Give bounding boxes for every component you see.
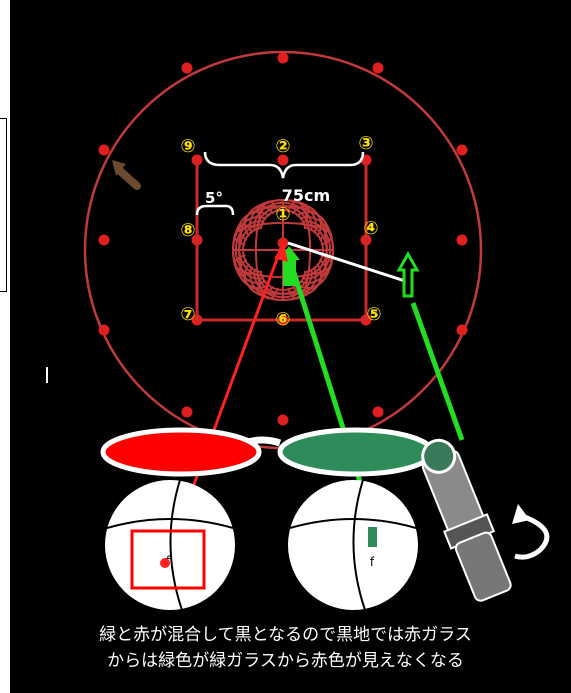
distance-label: 75cm [282, 186, 330, 205]
right-eye: f [288, 479, 418, 611]
green-ray [287, 259, 375, 521]
point-label-5: ⑤ [366, 304, 381, 325]
grid-line-horizontal [233, 254, 333, 279]
point-label-1: ① [275, 204, 290, 225]
grid-line-horizontal [249, 266, 317, 301]
flashlight-beam [410, 302, 465, 441]
point-label-3: ③ [358, 133, 373, 154]
point-label-6: ⑥ [275, 309, 290, 330]
flashlight [421, 438, 550, 602]
grid-dot [456, 324, 468, 336]
grid-line-horizontal [256, 269, 310, 295]
curved-arrow-icon [512, 504, 550, 560]
red-ray-head [274, 244, 288, 262]
measurement-brace [203, 151, 365, 179]
grid-line-horizontal [253, 268, 313, 299]
grid-dot [277, 237, 289, 249]
grid-dot [372, 406, 384, 418]
point-label-8: ⑧ [180, 220, 195, 241]
grid-line-horizontal [233, 221, 333, 246]
grid-dot [456, 234, 468, 246]
grid-dot [98, 144, 110, 156]
left-eye: f [105, 479, 235, 611]
brown-arrow-icon [112, 160, 141, 190]
grid-dot [181, 62, 193, 74]
grid-dot [277, 52, 289, 64]
green-lens [277, 427, 435, 477]
green-hollow-arrow [396, 250, 420, 298]
right-fovea-mark: f [370, 555, 375, 569]
side-annotation-box [0, 118, 7, 292]
caption-line-2: からは緑色が緑ガラスから赤色が見えなくなる [107, 651, 464, 671]
grid-line-horizontal [259, 270, 307, 292]
grid-dot [98, 234, 110, 246]
grid-dot [191, 154, 203, 166]
grid-dot [181, 406, 193, 418]
grid-dot [277, 414, 289, 426]
grid-dot [277, 154, 289, 166]
red-target-box [130, 529, 206, 590]
grid-dot [456, 144, 468, 156]
inner-frame [195, 162, 368, 322]
caption: 緑と赤が混合して黒となるので黒地では赤ガラス からは緑色が緑ガラスから赤色が見え… [0, 622, 571, 674]
red-lens [100, 427, 262, 477]
point-label-7: ⑦ [180, 304, 195, 325]
red-green-glasses [100, 427, 435, 477]
grid-line-horizontal [259, 208, 307, 230]
point-label-4: ④ [363, 218, 378, 239]
angle-bracket [195, 204, 235, 216]
grid-line-horizontal [253, 201, 313, 232]
caption-line-1: 緑と赤が混合して黒となるので黒地では赤ガラス [99, 625, 472, 645]
point-label-9: ⑨ [180, 136, 195, 157]
point-label-2: ② [275, 136, 290, 157]
angle-label: 5° [205, 189, 223, 207]
white-projection-line [287, 241, 406, 283]
grid-dot [372, 62, 384, 74]
grid-dot [98, 324, 110, 336]
grid-line-horizontal [238, 205, 328, 242]
